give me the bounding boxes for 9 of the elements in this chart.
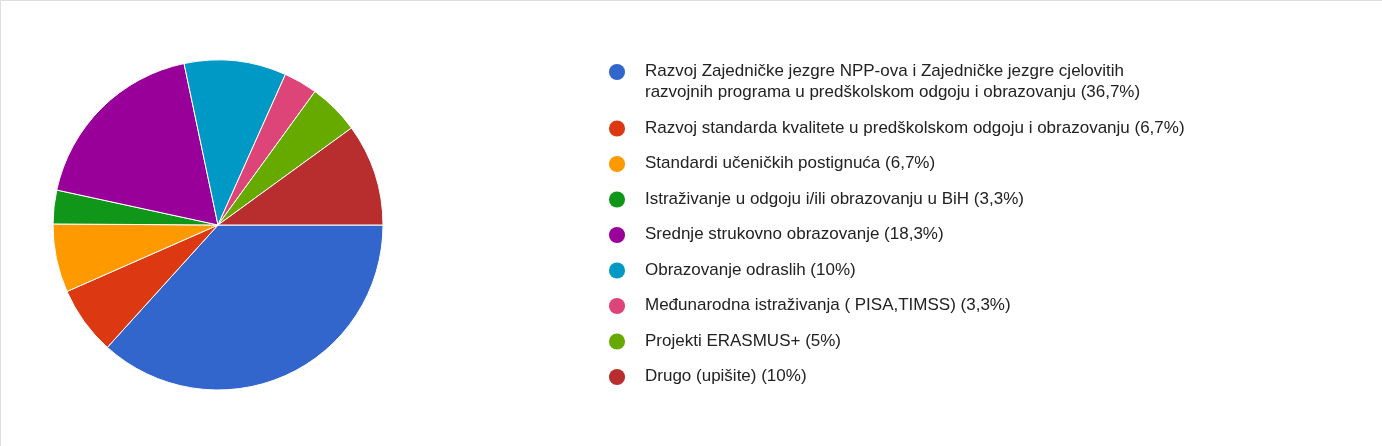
legend-label: Razvoj standarda kvalitete u predškolskom odgoju i obrazovanju (6,7%) [645, 117, 1185, 137]
legend-label: Razvoj Zajedničke jezgre NPP-ova i Zajedničke jezgre cjelovitih razvojnih programa u predškolskom odgoju i obrazovanju (36,7%) [645, 61, 1141, 101]
legend-label: Projekti ERASMUS+ (5%) [645, 330, 842, 350]
legend-label: Standardi učeničkih postignuća (6,7%) [645, 153, 936, 172]
legend-label: Istraživanje u odgoju i/ili obrazovanju u BiH (3,3%) [645, 188, 1024, 208]
legend-label: Drugo (upišite) (10%) [645, 366, 807, 385]
legend-label: Međunarodna istraživanja ( PISA,TIMSS) (3,3%) [645, 295, 1011, 314]
legend-label: Obrazovanje odraslih (10%) [645, 259, 856, 279]
legend-label: Srednje strukovno obrazovanje (18,3%) [645, 224, 944, 243]
